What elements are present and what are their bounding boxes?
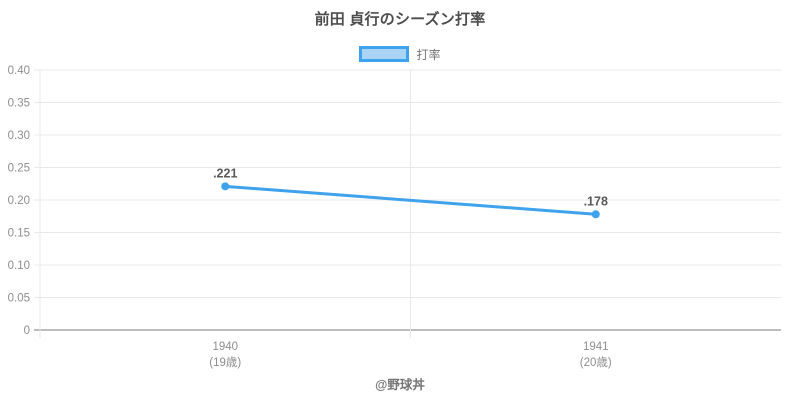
data-point[interactable] — [221, 182, 230, 191]
y-tick-label: 0.40 — [8, 65, 30, 77]
data-point[interactable] — [591, 210, 600, 219]
watermark-text: @野球丼 — [375, 378, 425, 392]
y-tick-label: 0.15 — [8, 228, 30, 240]
y-tick-label: 0.30 — [8, 130, 30, 142]
batting-average-line — [223, 184, 598, 216]
x-tick-year-label: 1940 — [212, 341, 238, 353]
x-tick-age-label: (20歳) — [580, 356, 612, 369]
point-value-label: .178 — [584, 194, 608, 208]
x-tick-year-label: 1941 — [583, 341, 609, 353]
legend-label: 打率 — [416, 47, 441, 62]
y-tick-label: 0.05 — [8, 293, 30, 305]
y-tick-label: 0.35 — [8, 98, 30, 110]
chart-title: 前田 貞行のシーズン打率 — [314, 11, 486, 28]
y-tick-label: 0.10 — [8, 260, 30, 272]
point-value-label: .221 — [213, 166, 237, 180]
y-tick-label: 0.20 — [8, 195, 30, 207]
legend-swatch-batting-average — [359, 46, 410, 62]
y-tick-label: 0 — [24, 325, 30, 337]
x-tick-age-label: (19歳) — [209, 356, 241, 369]
legend[interactable]: 打率 — [0, 45, 800, 63]
y-tick-label: 0.25 — [8, 163, 30, 175]
